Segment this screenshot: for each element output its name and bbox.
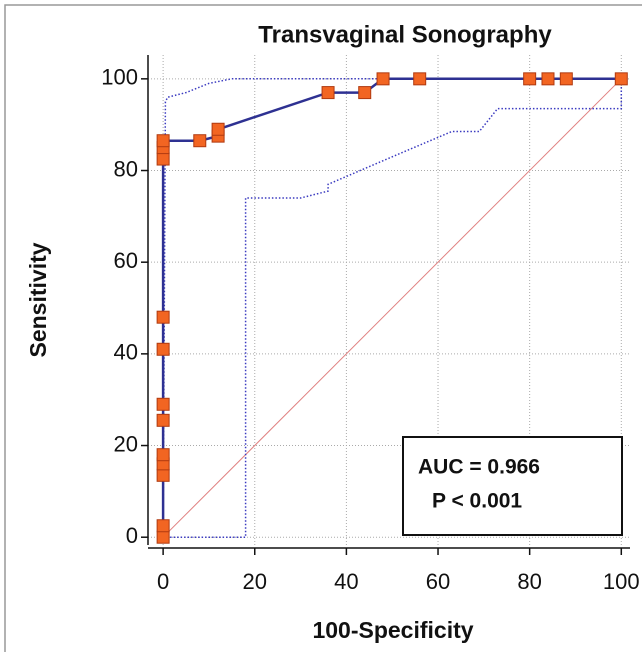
y-tick-label: 80 xyxy=(114,156,138,181)
marker xyxy=(559,72,573,86)
marker xyxy=(193,134,207,148)
marker xyxy=(156,468,170,482)
marker xyxy=(156,152,170,166)
marker xyxy=(413,72,427,86)
frame xyxy=(4,4,642,652)
annotation: P < 0.001 xyxy=(432,490,522,513)
marker xyxy=(321,86,335,100)
marker xyxy=(541,72,555,86)
y-tick-label: 100 xyxy=(101,65,138,90)
marker xyxy=(156,310,170,324)
x-tick-label: 20 xyxy=(243,569,267,594)
x-tick-label: 60 xyxy=(426,569,450,594)
annotation-box xyxy=(402,436,623,536)
marker xyxy=(156,448,170,462)
y-axis-label: Sensitivity xyxy=(25,242,51,357)
marker xyxy=(376,72,390,86)
marker xyxy=(156,519,170,533)
y-tick-label: 0 xyxy=(126,523,138,548)
line xyxy=(162,78,622,538)
marker xyxy=(523,72,537,86)
x-axis-label: 100-Specificity xyxy=(312,617,473,643)
marker xyxy=(156,397,170,411)
marker xyxy=(156,342,170,356)
chart-title: Transvaginal Sonography xyxy=(258,21,552,48)
marker xyxy=(211,122,225,136)
y-tick-label: 60 xyxy=(114,248,138,273)
marker xyxy=(156,530,170,544)
marker xyxy=(156,413,170,427)
line xyxy=(162,78,622,538)
x-tick-label: 0 xyxy=(157,569,169,594)
line xyxy=(163,78,623,538)
marker xyxy=(358,86,372,100)
y-tick-label: 20 xyxy=(114,431,138,456)
x-tick-label: 40 xyxy=(334,569,358,594)
annotation: AUC = 0.966 xyxy=(418,456,540,479)
marker xyxy=(156,134,170,148)
marker xyxy=(614,72,628,86)
x-tick-label: 100 xyxy=(603,569,640,594)
y-tick-label: 40 xyxy=(114,340,138,365)
x-tick-label: 80 xyxy=(517,569,541,594)
